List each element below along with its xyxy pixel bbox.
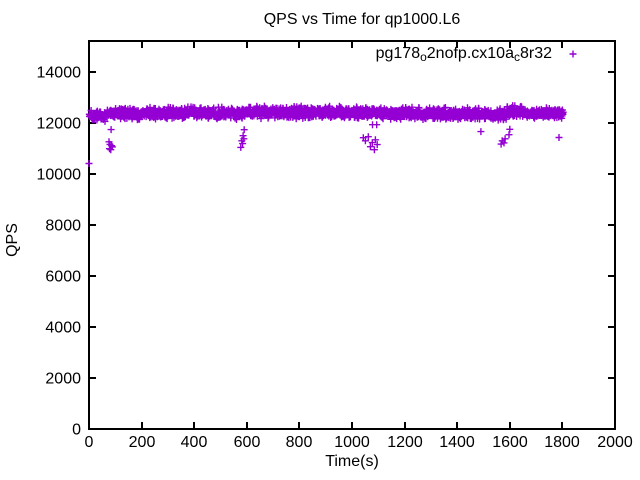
legend-label: pg178o2nofp.cx10ac8r32: [376, 45, 553, 64]
y-tick-label: 8000: [45, 218, 81, 235]
x-tick-label: 200: [129, 434, 156, 451]
y-tick-label: 14000: [37, 65, 82, 82]
x-tick-label: 0: [85, 434, 94, 451]
plot-border-rect: [88, 40, 616, 430]
chart-title: QPS vs Time for qp1000.L6: [264, 11, 461, 28]
legend-plus-marker-icon: [569, 50, 577, 58]
x-tick-label: 1400: [439, 434, 475, 451]
series-plus-markers: [85, 102, 567, 167]
y-axis-label: QPS: [4, 223, 21, 257]
x-tick-label: 1000: [334, 434, 370, 451]
x-tick-label: 800: [286, 434, 313, 451]
y-tick-label: 2000: [45, 371, 81, 388]
x-axis-label: Time(s): [325, 453, 379, 470]
plot-border: [88, 40, 616, 430]
x-tick-label: 400: [181, 434, 208, 451]
data-points-series: [85, 102, 567, 167]
axis-ticks: [88, 41, 616, 430]
y-tick-label: 4000: [45, 320, 81, 337]
x-tick-label: 1200: [387, 434, 423, 451]
y-tick-label: 6000: [45, 269, 81, 286]
x-tick-label: 1600: [492, 434, 528, 451]
axis-tick-labels: 0 200 400 600 800 1000 1200 1400 1600 1800 2000 0 20…: [37, 65, 633, 452]
x-tick-label: 600: [234, 434, 261, 451]
y-tick-label: 10000: [37, 167, 82, 184]
x-tick-label: 1800: [544, 434, 580, 451]
y-tick-label: 12000: [37, 116, 82, 133]
legend: pg178o2nofp.cx10ac8r32: [376, 45, 577, 64]
y-tick-label: 0: [72, 422, 81, 439]
x-tick-label: 2000: [597, 434, 633, 451]
